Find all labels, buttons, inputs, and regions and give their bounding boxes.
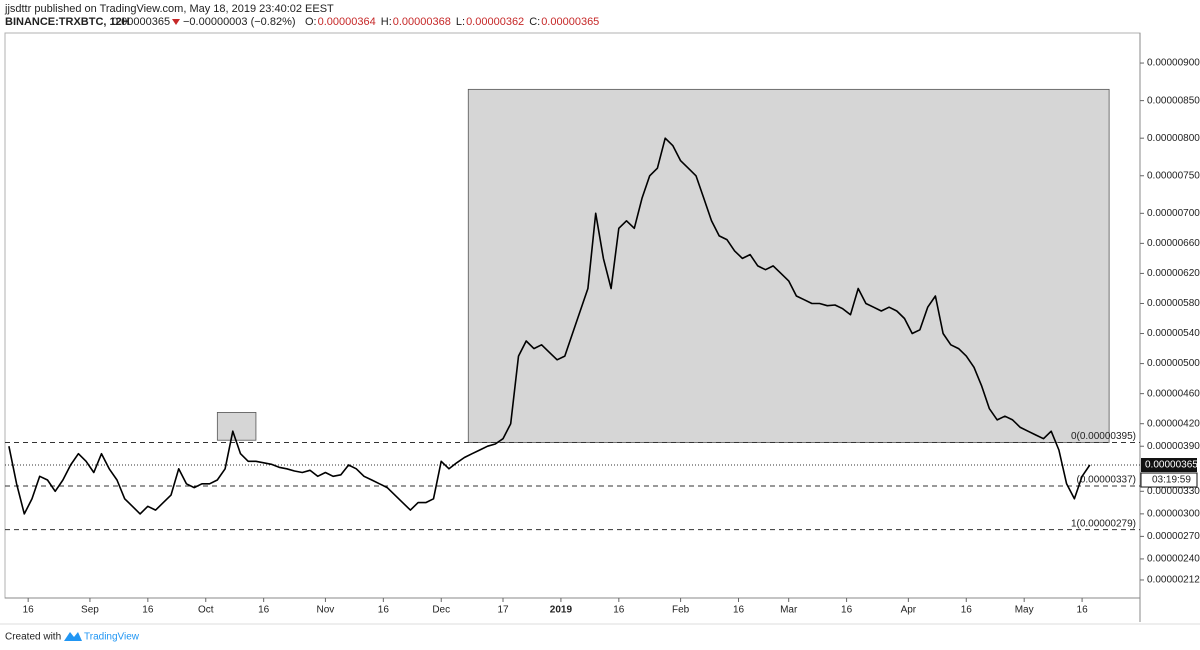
x-tick-label: May [1015, 605, 1034, 616]
y-tick-label: 0.00000300 [1147, 508, 1200, 519]
x-tick-label: 16 [733, 605, 745, 616]
y-tick-label: 0.00000460 [1147, 388, 1200, 399]
ohlc-value: 0.00000365 [541, 16, 599, 28]
y-tick-label: 0.00000660 [1147, 238, 1200, 249]
tv-logo [64, 632, 82, 641]
last-price-label: 0.00000365 [1145, 460, 1198, 471]
y-tick-label: 0.00000750 [1147, 170, 1200, 181]
price-line [8, 137, 1091, 515]
y-tick-label: 0.00000500 [1147, 358, 1200, 369]
ohlc: O: 0.00000364 H: 0.00000368 L: 0.00000362 C: 0.… [305, 16, 599, 28]
x-tick-label: 17 [497, 605, 509, 616]
x-tick-label: 16 [841, 605, 853, 616]
footer-brand: TradingView [84, 632, 140, 643]
x-tick-label: 16 [258, 605, 270, 616]
fib-label: 1(0.00000279) [1071, 518, 1136, 529]
footer-created: Created with [5, 632, 61, 643]
symbol: BINANCE:TRXBTC, 12H [5, 16, 130, 28]
x-tick-label: Nov [317, 605, 335, 616]
countdown-badge [1140, 472, 1198, 488]
y-tick-label: 0.00000390 [1147, 441, 1200, 452]
ohlc-value: 0.00000362 [466, 16, 524, 28]
x-tick-label: Sep [81, 605, 99, 616]
y-tick-label: 0.00000540 [1147, 328, 1200, 339]
y-tick-label: 0.00000330 [1147, 486, 1200, 497]
last-price-badge [1141, 458, 1197, 473]
x-tick-label: 16 [961, 605, 973, 616]
ohlc-value: 0.00000368 [393, 16, 451, 28]
y-tick-label: 0.00000850 [1147, 95, 1200, 106]
last: 0.00000365 [112, 16, 170, 28]
ohlc-label: L: [456, 16, 465, 28]
y-tick-label: 0.00000420 [1147, 418, 1200, 429]
countdown: 03:19:59 [1152, 475, 1191, 486]
ohlc-label: C: [529, 16, 540, 28]
y-tick-label: 0.00000800 [1147, 133, 1200, 144]
down-arrow [172, 19, 180, 25]
y-tick-label: 0.00000620 [1147, 268, 1200, 279]
x-tick-label: 2019 [550, 605, 573, 616]
x-tick-label: 16 [1077, 605, 1089, 616]
y-tick-label: 0.00000700 [1147, 208, 1200, 219]
fib-label: (0.00000337) [1077, 475, 1137, 486]
ohlc-label: O: [305, 16, 317, 28]
x-tick-label: 16 [613, 605, 625, 616]
x-tick-label: Feb [672, 605, 690, 616]
x-tick-label: Apr [901, 605, 917, 616]
x-tick-label: 16 [378, 605, 390, 616]
ohlc-value: 0.00000364 [318, 16, 376, 28]
x-tick-label: 16 [23, 605, 35, 616]
range-box [467, 88, 1110, 443]
x-tick-label: Mar [780, 605, 798, 616]
y-tick-label: 0.00000580 [1147, 298, 1200, 309]
x-tick-label: Oct [198, 605, 214, 616]
y-tick-label: 0.00000270 [1147, 531, 1200, 542]
change: −0.00000003 (−0.82%) [183, 16, 296, 28]
ohlc-label: H: [381, 16, 392, 28]
x-tick-label: 16 [142, 605, 154, 616]
publisher: jjsdttr published on TradingView.com, Ma… [4, 3, 334, 15]
range-box [216, 412, 257, 441]
y-tick-label: 0.00000900 [1147, 58, 1200, 69]
y-tick-label: 0.00000240 [1147, 554, 1200, 565]
x-tick-label: Dec [432, 605, 450, 616]
fib-label: 0(0.00000395) [1071, 431, 1136, 442]
y-tick-label: 0.00000212 [1147, 575, 1200, 586]
